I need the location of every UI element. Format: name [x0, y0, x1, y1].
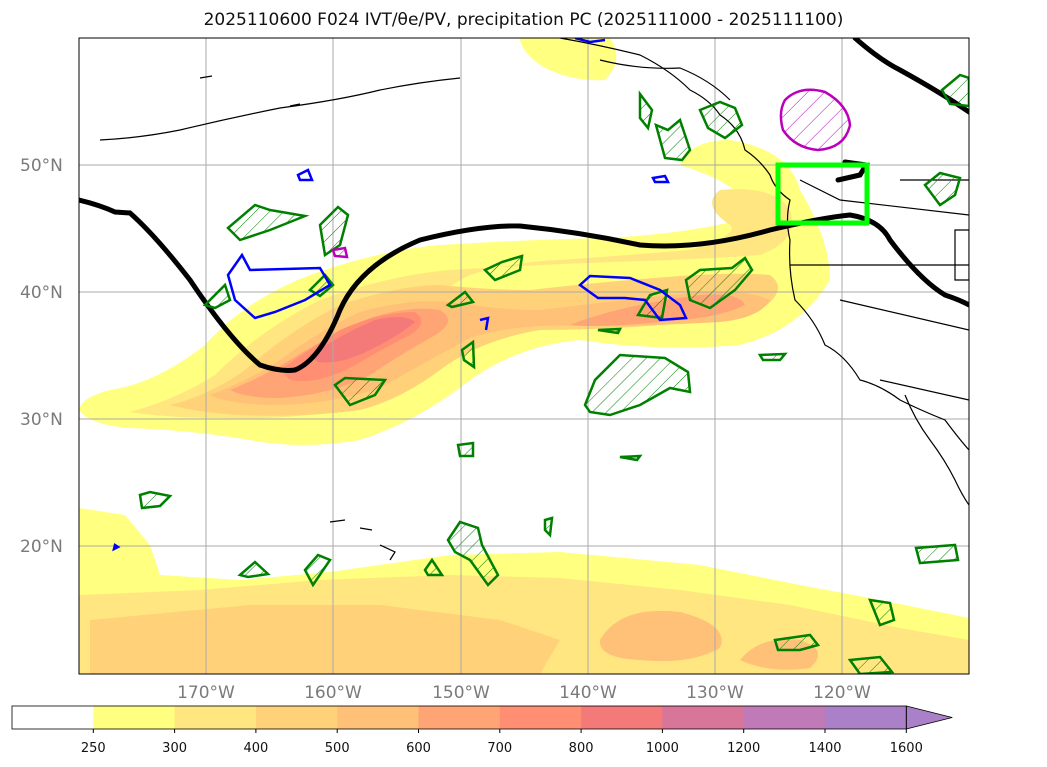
colorbar-segment	[93, 706, 176, 729]
coastlines	[99, 38, 969, 561]
lon-label-150w: 150°W	[432, 683, 490, 703]
lat-labels: 50°N 40°N 30°N 20°N	[20, 156, 63, 557]
colorbar-tick-label: 600	[406, 741, 431, 756]
lon-label-140w: 140°W	[559, 683, 617, 703]
colorbar-tick-label: 1000	[646, 741, 679, 756]
colorbar-tick-label: 250	[81, 741, 106, 756]
lon-label-120w: 120°W	[813, 683, 871, 703]
lat-label-20: 20°N	[20, 537, 63, 557]
highlight-box	[775, 162, 870, 226]
colorbar-tick-label: 700	[487, 741, 512, 756]
colorbar-segment	[12, 706, 94, 729]
lon-label-170w: 170°W	[177, 683, 235, 703]
ivt-tropical-band	[79, 508, 969, 674]
colorbar-segment	[581, 706, 663, 729]
ivt-north-blob	[520, 38, 617, 81]
colorbar-segment	[743, 706, 826, 729]
colorbar-tick-label: 300	[162, 741, 187, 756]
map-panel	[79, 38, 969, 674]
colorbar-segment	[825, 706, 907, 729]
colorbar-frame	[11, 705, 907, 730]
colorbar-tick-label: 800	[569, 741, 594, 756]
colorbar-tick-label: 1400	[808, 741, 841, 756]
colorbar-segment	[499, 706, 582, 729]
map-frame	[78, 37, 970, 675]
figure-title: 2025110600 F024 IVT/θe/PV, precipitation…	[203, 10, 844, 30]
colorbar: 250 300 400 500 600 700 800 1000 1200 1400 1600	[11, 705, 953, 756]
colorbar-segment	[255, 706, 338, 729]
pv-contours-magenta	[331, 88, 852, 259]
lon-label-160w: 160°W	[304, 683, 362, 703]
pv-contours-green	[138, 73, 969, 674]
colorbar-segment	[174, 706, 257, 729]
lon-labels: 170°W 160°W 150°W 140°W 130°W 120°W	[177, 683, 871, 703]
lat-label-30: 30°N	[20, 410, 63, 430]
lat-label-40: 40°N	[20, 283, 63, 303]
colorbar-tick-label: 400	[243, 741, 268, 756]
colorbar-tick-label: 500	[325, 741, 350, 756]
colorbar-tick-label: 1600	[890, 741, 923, 756]
colorbar-tick-label: 1200	[727, 741, 760, 756]
colorbar-segment	[337, 706, 419, 729]
lon-label-130w: 130°W	[686, 683, 744, 703]
lat-label-50: 50°N	[20, 156, 63, 176]
colorbar-segment	[662, 706, 745, 729]
colorbar-segment	[418, 706, 501, 729]
colorbar-extend-arrow	[905, 705, 953, 730]
pv-contours-blue	[112, 38, 688, 552]
